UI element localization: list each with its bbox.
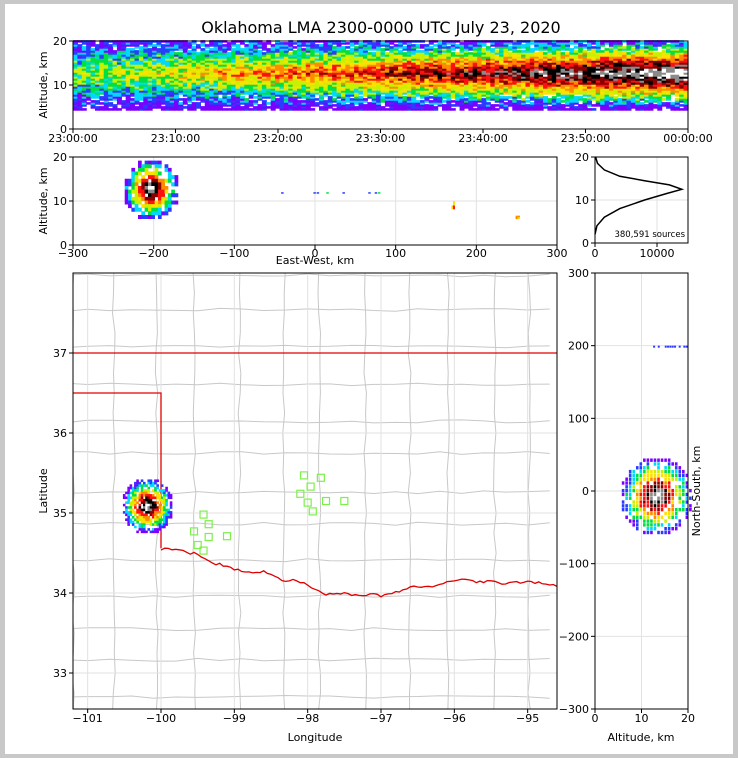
eastwest-xtick: 200 [466, 247, 487, 260]
northsouth-ytick: −100 [559, 558, 589, 571]
lma-station-marker [189, 527, 199, 536]
eastwest-xtick: −300 [58, 247, 88, 260]
latitude-tick: 36 [53, 427, 67, 440]
eastwest-xtick: −200 [139, 247, 169, 260]
lma-station-marker [193, 540, 202, 550]
source-histogram-line [594, 156, 685, 235]
longitude-tick: −97 [369, 712, 392, 725]
lma-station-marker [308, 507, 317, 516]
histogram-xtick: 10000 [640, 247, 675, 260]
latitude-tick: 35 [53, 507, 67, 520]
latitude-tick: 34 [53, 587, 67, 600]
altitude-time-xtick: 23:30:00 [356, 132, 405, 145]
altitude-time-density [73, 40, 689, 111]
eastwest-xtick: −100 [219, 247, 249, 260]
lma-station-marker [199, 510, 208, 519]
altitude-xtick: 10 [635, 712, 649, 725]
lma-station-marker [321, 496, 331, 506]
source-histogram-panel: 0 10000 0 10 20 380,591 sources [575, 151, 689, 260]
northsouth-ytick: −300 [559, 703, 589, 716]
altitude-xtick: 0 [592, 712, 599, 725]
longitude-tick: −101 [73, 712, 103, 725]
red-river-border [160, 547, 557, 598]
longitude-tick: −98 [296, 712, 319, 725]
northsouth-ytick: 200 [568, 340, 589, 353]
altitude-time-panel: 23:00:00 23:10:00 23:20:00 23:30:00 23:40:00… [37, 35, 713, 145]
histogram-ytick: 20 [575, 151, 589, 164]
longitude-tick: −99 [223, 712, 246, 725]
altitude-time-xtick: 00:00:00 [663, 132, 712, 145]
northsouth-ytick: −200 [559, 630, 589, 643]
altitude-eastwest-density [124, 160, 520, 220]
histogram-ytick: 0 [582, 237, 589, 250]
plan-view-frame [72, 272, 558, 710]
northsouth-altitude-panel: 0 10 20 −300 −200 −100 0 100 200 300 Altitude, km… [559, 267, 703, 744]
longitude-tick: −95 [516, 712, 539, 725]
northsouth-altitude-density [621, 345, 692, 535]
altitude-time-ylabel: Altitude, km [37, 51, 50, 118]
latitude-tick: 37 [53, 347, 67, 360]
altitude-eastwest-ytick: 0 [60, 239, 67, 252]
altitude-eastwest-ytick: 10 [53, 195, 67, 208]
longitude-tick: −100 [146, 712, 176, 725]
altitude-time-xtick: 23:50:00 [561, 132, 610, 145]
eastwest-xtick: 0 [312, 247, 319, 260]
altitude-xlabel: Altitude, km [607, 731, 674, 744]
altitude-time-xtick: 23:10:00 [151, 132, 200, 145]
altitude-time-xtick: 23:40:00 [458, 132, 507, 145]
lma-station-marker [204, 532, 213, 542]
lma-stations [189, 471, 349, 555]
lma-station-marker [316, 473, 325, 482]
lma-station-marker [199, 546, 208, 555]
figure-title: Oklahoma LMA 2300-0000 UTC July 23, 2020 [201, 18, 560, 37]
eastwest-xtick: 300 [547, 247, 568, 260]
northsouth-ylabel: North-South, km [690, 446, 703, 537]
northsouth-ytick: 100 [568, 412, 589, 425]
histogram-ytick: 10 [575, 194, 589, 207]
lma-station-marker [222, 532, 232, 541]
northsouth-ytick: 300 [568, 267, 589, 280]
altitude-eastwest-ylabel: Altitude, km [37, 167, 50, 234]
lma-station-marker [204, 520, 213, 529]
latitude-tick: 33 [53, 667, 67, 680]
state-borders [73, 352, 557, 598]
plan-view-map-panel: −101 −100 −99 −98 −97 −96 −95 33 34 35 36 37 Longit… [37, 272, 558, 744]
northsouth-ytick: 0 [582, 485, 589, 498]
lma-station-marker [306, 482, 315, 491]
eastwest-xtick: 100 [385, 247, 406, 260]
altitude-time-xtick: 23:20:00 [253, 132, 302, 145]
altitude-eastwest-ytick: 20 [53, 151, 67, 164]
altitude-time-ytick: 0 [60, 123, 67, 136]
lma-station-marker [303, 498, 312, 507]
altitude-time-ytick: 10 [53, 79, 67, 92]
plan-view-density [122, 479, 173, 534]
longitude-label: Longitude [288, 731, 343, 744]
altitude-eastwest-panel: −300 −200 −100 0 100 200 300 0 10 20 East-West, k… [37, 151, 568, 267]
altitude-time-xtick: 23:00:00 [48, 132, 97, 145]
altitude-xtick: 20 [681, 712, 695, 725]
latitude-label: Latitude [37, 468, 50, 514]
lma-station-marker [340, 496, 349, 506]
source-count-annotation: 380,591 sources [614, 230, 685, 240]
longitude-tick: −96 [443, 712, 466, 725]
altitude-time-ytick: 20 [53, 35, 67, 48]
lma-station-marker [296, 489, 305, 498]
lma-station-marker [299, 471, 309, 480]
histogram-xtick: 0 [592, 247, 599, 260]
eastwest-xlabel: East-West, km [276, 254, 354, 267]
